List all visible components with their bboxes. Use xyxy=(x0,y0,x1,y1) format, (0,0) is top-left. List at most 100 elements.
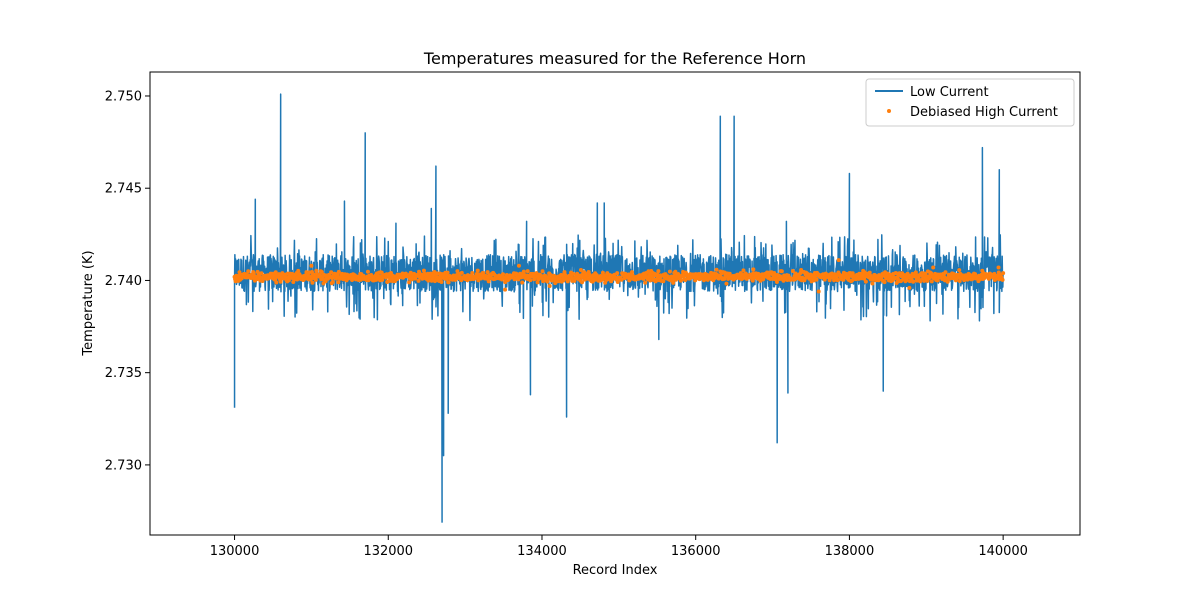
high-current-point xyxy=(421,268,426,273)
high-current-point xyxy=(667,269,672,274)
high-current-point xyxy=(296,268,301,273)
high-current-point xyxy=(615,271,620,276)
high-current-point xyxy=(814,277,819,282)
high-current-series xyxy=(232,258,1006,294)
x-tick-label: 138000 xyxy=(825,544,875,559)
high-current-point xyxy=(835,278,840,283)
high-current-point xyxy=(882,280,887,285)
high-current-point xyxy=(246,269,251,274)
high-current-point xyxy=(314,268,319,273)
high-current-point xyxy=(751,267,756,272)
high-current-point xyxy=(259,271,264,276)
high-current-point xyxy=(727,271,732,276)
x-tick-label: 140000 xyxy=(978,544,1028,559)
high-current-point xyxy=(528,278,533,283)
high-current-point xyxy=(911,279,916,284)
high-current-point xyxy=(673,269,678,274)
high-current-point xyxy=(571,271,576,276)
high-current-point xyxy=(485,270,490,275)
high-current-point xyxy=(798,270,803,275)
high-current-point xyxy=(863,279,868,284)
y-tick-label: 2.735 xyxy=(105,366,142,381)
high-current-point xyxy=(676,271,681,276)
high-current-point xyxy=(957,268,962,273)
x-tick-label: 132000 xyxy=(363,544,413,559)
high-current-point xyxy=(722,276,727,281)
high-current-point xyxy=(330,280,335,285)
high-current-point xyxy=(943,270,948,275)
high-current-point xyxy=(313,277,318,282)
high-current-point xyxy=(774,280,779,285)
high-current-point xyxy=(486,279,491,284)
high-current-point xyxy=(516,263,521,268)
y-tick-label: 2.745 xyxy=(105,182,142,197)
high-current-point xyxy=(600,270,605,275)
high-current-point xyxy=(996,265,1001,270)
high-current-point xyxy=(454,276,459,281)
high-current-point xyxy=(836,258,841,263)
plot-frame xyxy=(149,71,1081,536)
high-current-point xyxy=(534,271,539,276)
high-current-point xyxy=(904,278,909,283)
high-current-point xyxy=(329,270,334,275)
high-current-point xyxy=(310,280,315,285)
high-current-point xyxy=(521,269,526,274)
high-current-point xyxy=(643,280,648,285)
legend-box xyxy=(865,78,1075,127)
high-current-point xyxy=(724,281,729,286)
high-current-point xyxy=(535,280,540,285)
high-current-point xyxy=(656,269,661,274)
high-current-point xyxy=(274,280,279,285)
legend-dot-swatch xyxy=(887,109,891,113)
high-current-point xyxy=(870,281,875,286)
high-current-point xyxy=(459,270,464,275)
high-current-point xyxy=(1000,277,1005,282)
high-current-point xyxy=(580,280,585,285)
x-tick-label: 136000 xyxy=(671,544,721,559)
high-current-point xyxy=(661,279,666,284)
high-current-point xyxy=(598,274,603,279)
y-tick-label: 2.730 xyxy=(105,458,142,473)
high-current-point xyxy=(741,268,746,273)
high-current-point xyxy=(319,269,324,274)
high-current-point xyxy=(336,280,341,285)
high-current-point xyxy=(445,270,450,275)
high-current-point xyxy=(380,277,385,282)
high-current-point xyxy=(420,276,425,281)
high-current-point xyxy=(408,270,413,275)
high-current-point xyxy=(931,265,936,270)
high-current-point xyxy=(278,279,283,284)
high-current-point xyxy=(929,279,934,284)
high-current-point xyxy=(439,280,444,285)
high-current-point xyxy=(935,278,940,283)
high-current-point xyxy=(907,285,912,290)
y-axis: 2.730 2.735 2.740 2.745 2.750 xyxy=(105,89,150,473)
high-current-point xyxy=(867,270,872,275)
high-current-point xyxy=(714,267,719,272)
legend-entry-high-current: Debiased High Current xyxy=(910,105,1058,120)
high-current-point xyxy=(678,278,683,283)
y-tick-label: 2.750 xyxy=(105,89,142,104)
high-current-point xyxy=(525,269,530,274)
high-current-point xyxy=(501,272,505,277)
x-tick-label: 130000 xyxy=(210,544,260,559)
low-current-line xyxy=(233,93,1004,523)
high-current-point xyxy=(816,289,821,294)
high-current-point xyxy=(648,278,653,283)
high-current-point xyxy=(475,268,480,273)
high-current-point xyxy=(957,279,962,283)
high-current-point xyxy=(470,270,475,275)
chart-title: Temperatures measured for the Reference … xyxy=(423,49,806,68)
high-current-point xyxy=(416,278,421,283)
high-current-point xyxy=(779,269,784,274)
y-axis-label: Temperature (K) xyxy=(81,250,96,356)
high-current-point xyxy=(547,283,552,288)
high-current-point xyxy=(655,272,660,277)
high-current-point xyxy=(630,270,635,275)
high-current-point xyxy=(365,269,370,274)
high-current-point xyxy=(913,270,918,275)
high-current-point xyxy=(336,269,341,274)
high-current-point xyxy=(1001,271,1006,276)
high-current-point xyxy=(407,280,412,285)
